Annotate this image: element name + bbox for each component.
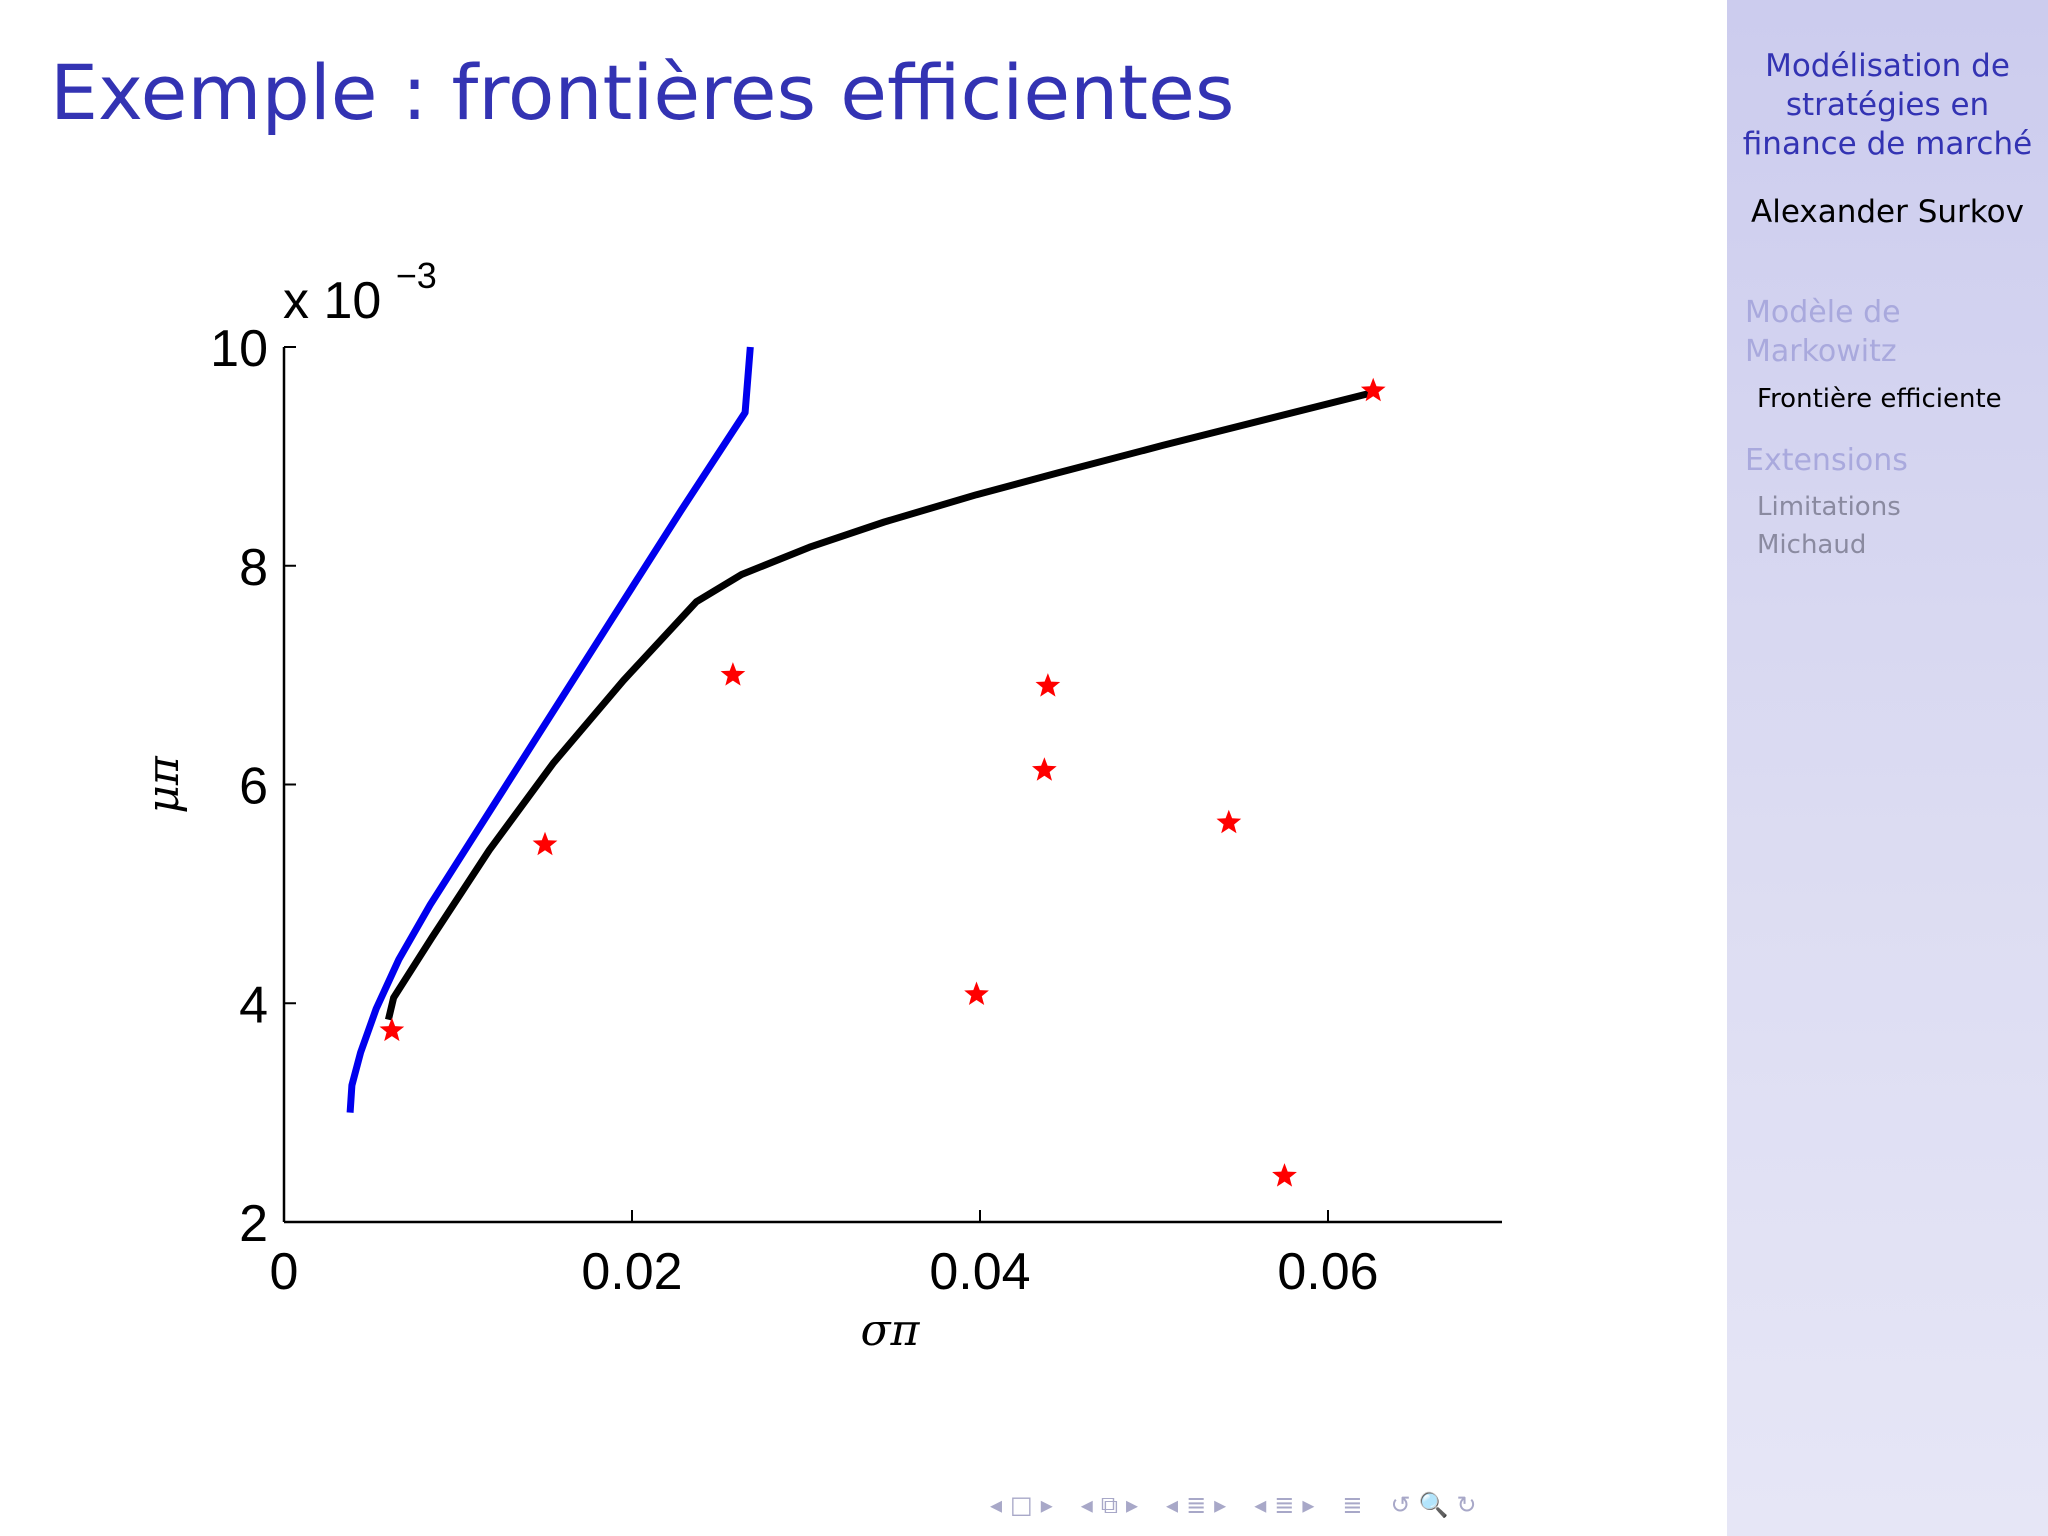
nav-subsection-icon[interactable]: ≣ [1186, 1491, 1207, 1519]
y-tick-label: 2 [239, 1195, 268, 1253]
sidebar-section-markowitz-line1[interactable]: Modèle de [1745, 295, 1901, 330]
nav-frame-icon[interactable]: ⧉ [1100, 1491, 1118, 1519]
x-tick-label: 0 [270, 1243, 299, 1301]
nav-frame-group: ◂ ⧉ ▸ [1081, 1491, 1138, 1519]
sidebar-item-michaud[interactable]: Michaud [1757, 530, 1867, 560]
slide-title: Exemple : frontières efficientes [50, 48, 1235, 137]
chart-axes: 0 0.02 0.04 0.06 2 4 6 8 10 [210, 320, 1502, 1301]
nav-prev-subsection-icon[interactable]: ◂ [1166, 1491, 1179, 1519]
sidebar-item-frontiere[interactable]: Frontière efficiente [1757, 384, 2002, 414]
sidebar-section-extensions[interactable]: Extensions [1745, 443, 1908, 478]
asset-star-point [1032, 757, 1057, 781]
nav-document-group: ≣ [1342, 1491, 1362, 1519]
x-tick-label: 0.06 [1277, 1243, 1378, 1301]
nav-slide-icon[interactable]: □ [1010, 1491, 1033, 1519]
nav-forward-icon[interactable]: ↻ [1456, 1491, 1477, 1519]
nav-next-section-icon[interactable]: ▸ [1302, 1491, 1315, 1519]
x-axis-label: σπ [861, 1305, 921, 1356]
y-tick-label: 4 [239, 976, 268, 1034]
asset-star-point [1216, 809, 1242, 834]
nav-next-frame-icon[interactable]: ▸ [1125, 1491, 1139, 1519]
nav-prev-section-icon[interactable]: ◂ [1254, 1491, 1267, 1519]
sidebar-heading-line: finance de marché [1742, 126, 2033, 162]
nav-document-icon[interactable]: ≣ [1342, 1491, 1363, 1519]
frontier-chart: 0 0.02 0.04 0.06 2 4 6 8 10 x 10 −3 σπ μπ [138, 255, 1502, 1356]
x-tick-label: 0.02 [581, 1243, 682, 1301]
blue-frontier-line [346, 346, 754, 1113]
asset-star-point [1360, 377, 1386, 402]
y-tick-label: 6 [239, 758, 268, 816]
sidebar-author: Alexander Surkov [1751, 194, 2024, 230]
chart-series [346, 346, 1386, 1187]
nav-section-group: ◂ ≣ ▸ [1254, 1491, 1314, 1519]
asset-star-point [379, 1017, 405, 1042]
y-multiplier-base: x 10 [283, 272, 381, 330]
asset-star-point [1272, 1163, 1297, 1187]
nav-prev-frame-icon[interactable]: ◂ [1080, 1491, 1093, 1519]
sidebar-heading-line: stratégies en [1785, 87, 1990, 123]
y-axis-label: μπ [138, 755, 189, 814]
y-multiplier-exponent: −3 [396, 255, 437, 296]
nav-prev-slide-icon[interactable]: ◂ [990, 1491, 1003, 1519]
nav-next-subsection-icon[interactable]: ▸ [1214, 1491, 1227, 1519]
nav-search-group: ↺ 🔍 ↻ [1391, 1491, 1477, 1519]
y-tick-label: 8 [239, 539, 268, 597]
nav-section-icon[interactable]: ≣ [1274, 1491, 1295, 1519]
sidebar: Modélisation de stratégies en finance de… [1727, 0, 2048, 1536]
sidebar-item-limitations[interactable]: Limitations [1757, 492, 1901, 522]
y-tick-label: 10 [210, 320, 268, 378]
sidebar-section-markowitz-line2[interactable]: Markowitz [1745, 334, 1897, 369]
asset-star-point [964, 981, 989, 1005]
y-multiplier-label: x 10 −3 [283, 255, 437, 330]
nav-slide-group: ◂ □ ▸ [990, 1491, 1053, 1519]
asset-star-point [532, 831, 558, 856]
nav-back-icon[interactable]: ↺ [1390, 1491, 1411, 1519]
black-frontier-line [384, 389, 1373, 1021]
nav-subsection-group: ◂ ≣ ▸ [1166, 1491, 1226, 1519]
x-tick-label: 0.04 [929, 1243, 1030, 1301]
asset-star-point [720, 662, 746, 686]
sidebar-heading-line: Modélisation de [1765, 48, 2010, 84]
nav-search-icon[interactable]: 🔍 [1418, 1491, 1449, 1519]
nav-next-slide-icon[interactable]: ▸ [1040, 1491, 1053, 1519]
asset-star-point [1035, 673, 1061, 697]
beamer-nav-bar: ◂ □ ▸ ◂ ⧉ ▸ ◂ ≣ ▸ ◂ ≣ ▸ ≣ ↺ 🔍 ↻ [990, 1485, 1495, 1525]
